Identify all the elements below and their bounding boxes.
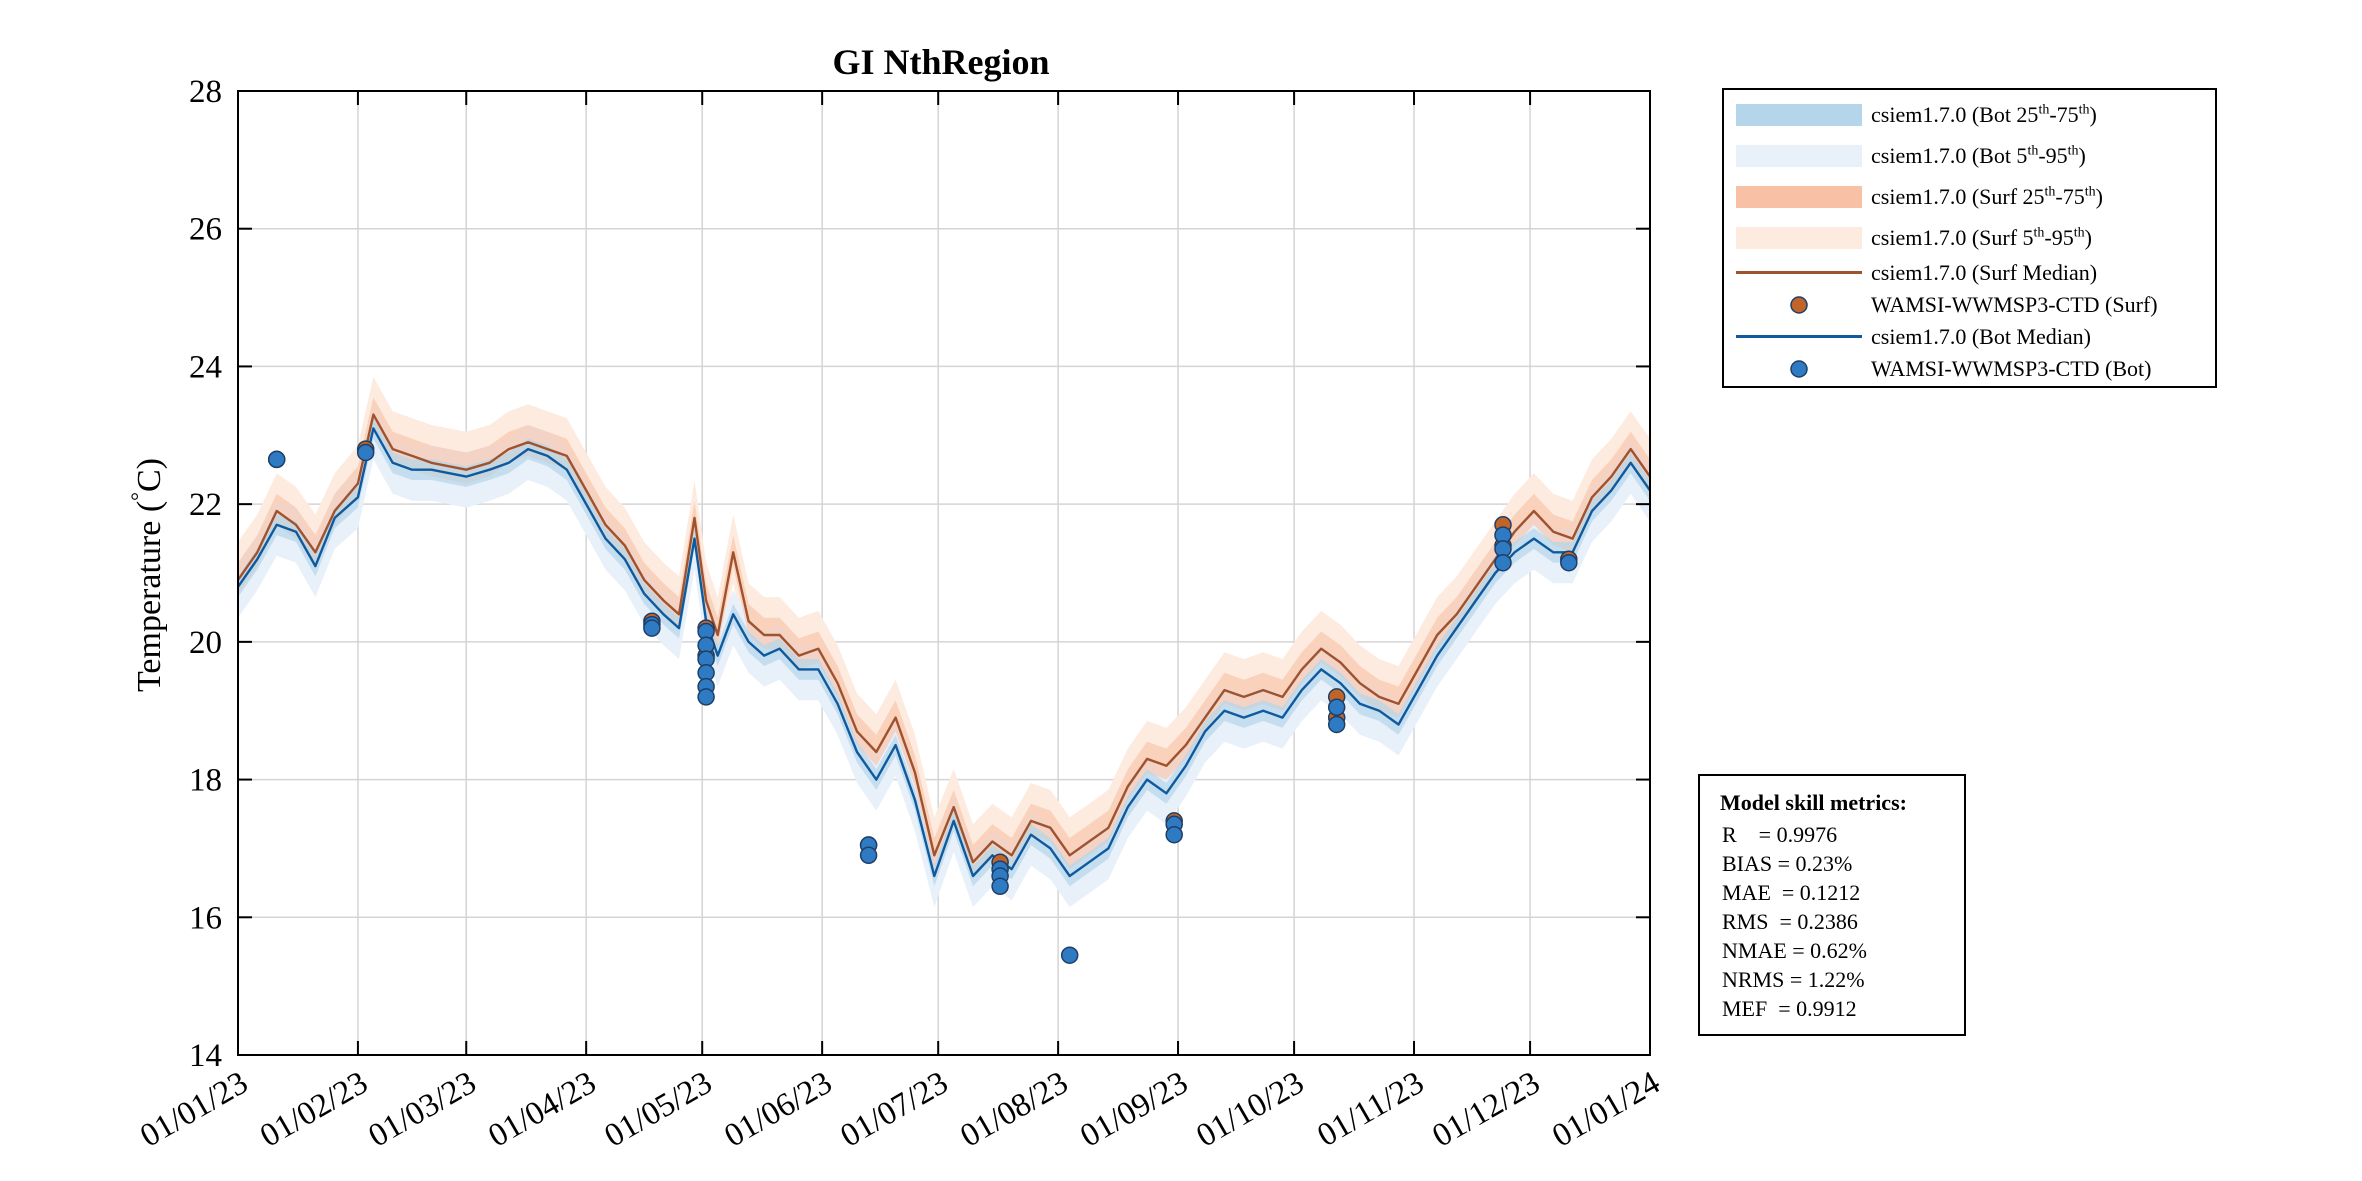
bot-observation-point — [1327, 715, 1346, 734]
legend-band-swatch — [1736, 104, 1862, 126]
legend-label: csiem1.7.0 (Surf Median) — [1871, 260, 2098, 285]
bot-observation-point — [991, 877, 1009, 896]
legend-item-surf-25-75: csiem1.7.0 (Surf 25th-75th) — [1724, 182, 2215, 214]
legend-label: csiem1.7.0 (Surf 25th-75th) — [1871, 184, 2103, 209]
x-tick-label: 01/10/23 — [1190, 1065, 1310, 1155]
y-tick-label: 14 — [189, 1038, 222, 1074]
metric-mef: MEF = 0.9912 — [1722, 996, 1857, 1021]
bot-observation-point — [697, 688, 715, 706]
x-tick-label: 01/11/23 — [1311, 1065, 1430, 1154]
surf-median-line — [237, 413, 1651, 864]
axis-ticks — [237, 90, 1651, 1056]
skill-metrics-box: Model skill metrics: R = 0.9976 BIAS = 0… — [1698, 774, 1966, 1036]
legend-item-surf-median: csiem1.7.0 (Surf Median) — [1724, 258, 2215, 290]
y-tick-labels: 14 16 18 20 22 24 26 28 — [189, 74, 222, 1074]
x-tick-label: 01/08/23 — [954, 1065, 1074, 1155]
x-tick-label: 01/01/23 — [134, 1065, 254, 1155]
observation-markers — [267, 440, 1578, 964]
metric-nrms: NRMS = 1.22% — [1722, 967, 1865, 992]
legend-item-bot-obs: WAMSI-WWMSP3-CTD (Bot) — [1724, 354, 2215, 386]
legend-marker-bot — [1790, 360, 1808, 378]
median-lines — [237, 413, 1651, 878]
legend-band-swatch — [1736, 186, 1862, 208]
legend-label: csiem1.7.0 (Bot 25th-75th) — [1871, 102, 2097, 127]
x-tick-label: 01/06/23 — [719, 1065, 839, 1155]
bot-observation-point — [1327, 698, 1346, 717]
legend-item-bot-25-75: csiem1.7.0 (Bot 25th-75th) — [1724, 100, 2215, 132]
legend-line-swatch — [1736, 271, 1862, 274]
metric-r: R = 0.9976 — [1722, 822, 1838, 847]
legend: csiem1.7.0 (Bot 25th-75th) csiem1.7.0 (B… — [1722, 88, 2217, 388]
percentile-bands — [238, 376, 1650, 907]
legend-marker-surf — [1790, 296, 1808, 314]
bot-observation-point — [1494, 553, 1512, 572]
bot-observation-point — [1560, 553, 1578, 572]
legend-label: csiem1.7.0 (Surf 5th-95th) — [1871, 225, 2092, 250]
y-axis-label-unit: C) — [131, 458, 168, 492]
x-tick-label: 01/04/23 — [483, 1065, 603, 1155]
y-tick-label: 16 — [189, 900, 222, 936]
bot-observation-point — [643, 619, 661, 637]
legend-band-swatch — [1736, 145, 1862, 167]
x-tick-label: 01/03/23 — [363, 1065, 483, 1155]
chart-title: GI NthRegion — [832, 42, 1049, 82]
y-tick-label: 28 — [189, 74, 222, 110]
x-tick-label: 01/01/24 — [1546, 1065, 1666, 1155]
metric-bias: BIAS = 0.23% — [1722, 851, 1853, 876]
bot-observation-point — [1165, 825, 1183, 844]
bot-observation-point — [1060, 946, 1079, 964]
legend-marker-swatch — [1790, 360, 1808, 378]
y-axis-label: Temperature (°C) — [126, 458, 168, 692]
x-tick-label: 01/05/23 — [599, 1065, 719, 1155]
plot-area-frame — [237, 90, 1651, 1056]
y-tick-label: 20 — [189, 625, 222, 661]
y-tick-label: 18 — [189, 763, 222, 799]
y-axis-label-degree: ° — [126, 492, 151, 501]
legend-marker-swatch — [1790, 296, 1808, 314]
bot-5-95-band — [238, 404, 1650, 907]
y-tick-label: 24 — [189, 349, 222, 385]
metric-rms: RMS = 0.2386 — [1722, 909, 1858, 934]
legend-label: csiem1.7.0 (Bot Median) — [1871, 324, 2091, 349]
y-tick-label: 22 — [189, 487, 222, 523]
grid-lines — [238, 91, 1650, 1055]
bot-observation-point — [356, 443, 375, 462]
metric-mae: MAE = 0.1212 — [1722, 880, 1861, 905]
legend-item-surf-5-95: csiem1.7.0 (Surf 5th-95th) — [1724, 223, 2215, 255]
metric-nmae: NMAE = 0.62% — [1722, 938, 1868, 963]
bot-observation-point — [267, 450, 286, 469]
legend-label: WAMSI-WWMSP3-CTD (Surf) — [1871, 292, 2158, 317]
x-tick-label: 01/09/23 — [1074, 1065, 1194, 1155]
legend-line-swatch — [1736, 335, 1862, 338]
legend-label: csiem1.7.0 (Bot 5th-95th) — [1871, 143, 2086, 168]
x-tick-label: 01/07/23 — [835, 1065, 955, 1155]
y-tick-label: 26 — [189, 212, 222, 248]
legend-item-bot-median: csiem1.7.0 (Bot Median) — [1724, 322, 2215, 354]
legend-item-bot-5-95: csiem1.7.0 (Bot 5th-95th) — [1724, 141, 2215, 173]
x-tick-label: 01/12/23 — [1426, 1065, 1546, 1155]
legend-label: WAMSI-WWMSP3-CTD (Bot) — [1871, 356, 2152, 381]
bot-observation-point — [859, 846, 878, 865]
skill-metrics-title: Model skill metrics: — [1720, 790, 1907, 815]
y-axis-label-text: Temperature ( — [131, 501, 168, 692]
x-tick-label: 01/02/23 — [254, 1065, 374, 1155]
bot-median-line — [237, 427, 1651, 878]
legend-item-surf-obs: WAMSI-WWMSP3-CTD (Surf) — [1724, 290, 2215, 322]
legend-band-swatch — [1736, 227, 1862, 249]
